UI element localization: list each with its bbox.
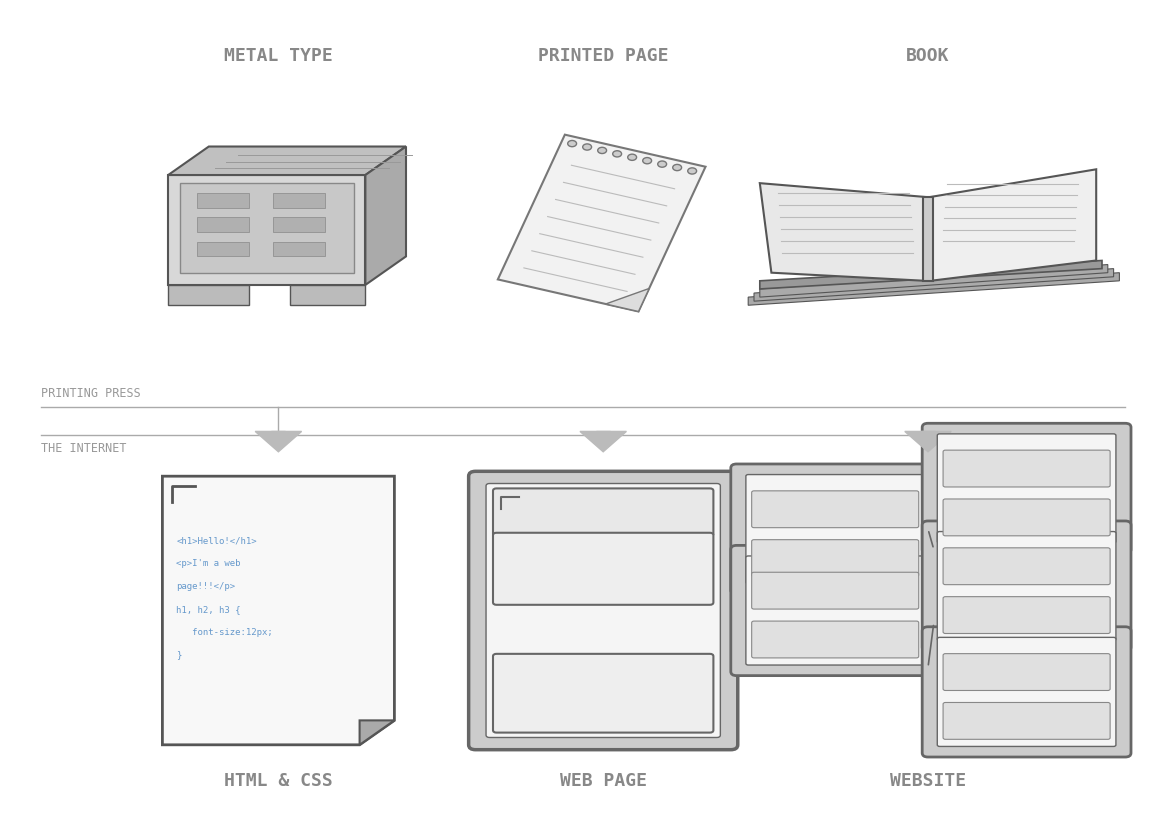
- Polygon shape: [255, 431, 302, 452]
- Polygon shape: [596, 431, 610, 440]
- Polygon shape: [197, 217, 249, 232]
- Circle shape: [567, 141, 577, 147]
- Text: HTML & CSS: HTML & CSS: [224, 772, 333, 790]
- Polygon shape: [360, 720, 394, 745]
- Polygon shape: [760, 183, 926, 281]
- FancyBboxPatch shape: [752, 491, 919, 527]
- Circle shape: [582, 144, 592, 150]
- Text: THE INTERNET: THE INTERNET: [41, 442, 126, 455]
- FancyBboxPatch shape: [493, 532, 713, 605]
- Polygon shape: [923, 197, 933, 281]
- FancyBboxPatch shape: [486, 484, 720, 737]
- Polygon shape: [754, 269, 1114, 301]
- Circle shape: [643, 158, 652, 164]
- FancyBboxPatch shape: [922, 627, 1131, 757]
- FancyBboxPatch shape: [731, 464, 940, 594]
- Text: WEB PAGE: WEB PAGE: [560, 772, 647, 790]
- FancyBboxPatch shape: [937, 532, 1116, 641]
- Polygon shape: [921, 431, 935, 440]
- Text: page!!!</p>: page!!!</p>: [176, 582, 235, 591]
- Polygon shape: [606, 288, 650, 312]
- Polygon shape: [760, 265, 1108, 297]
- FancyBboxPatch shape: [746, 556, 925, 665]
- Polygon shape: [197, 242, 249, 256]
- FancyBboxPatch shape: [922, 521, 1131, 651]
- Text: WEBSITE: WEBSITE: [890, 772, 966, 790]
- Polygon shape: [290, 285, 365, 305]
- FancyBboxPatch shape: [493, 654, 713, 733]
- Text: h1, h2, h3 {: h1, h2, h3 {: [176, 605, 241, 614]
- FancyBboxPatch shape: [469, 471, 738, 750]
- Polygon shape: [271, 431, 285, 440]
- Polygon shape: [168, 147, 406, 175]
- Polygon shape: [168, 285, 249, 305]
- FancyBboxPatch shape: [493, 488, 713, 536]
- FancyBboxPatch shape: [943, 597, 1110, 633]
- Text: <h1>Hello!</h1>: <h1>Hello!</h1>: [176, 536, 258, 545]
- Polygon shape: [197, 193, 249, 208]
- FancyBboxPatch shape: [922, 423, 1131, 554]
- Circle shape: [612, 151, 622, 157]
- Polygon shape: [748, 273, 1119, 305]
- FancyBboxPatch shape: [943, 702, 1110, 739]
- Polygon shape: [273, 193, 325, 208]
- Circle shape: [673, 164, 682, 171]
- FancyBboxPatch shape: [943, 499, 1110, 536]
- FancyBboxPatch shape: [731, 545, 940, 676]
- FancyBboxPatch shape: [746, 475, 925, 584]
- Text: METAL TYPE: METAL TYPE: [224, 47, 333, 65]
- FancyBboxPatch shape: [752, 621, 919, 658]
- Text: PRINTED PAGE: PRINTED PAGE: [538, 47, 668, 65]
- Polygon shape: [180, 183, 354, 273]
- Polygon shape: [162, 476, 394, 745]
- Circle shape: [658, 161, 667, 167]
- Text: }: }: [176, 650, 182, 659]
- Polygon shape: [273, 242, 325, 256]
- Circle shape: [597, 147, 607, 154]
- FancyBboxPatch shape: [943, 548, 1110, 584]
- FancyBboxPatch shape: [943, 654, 1110, 690]
- FancyBboxPatch shape: [752, 572, 919, 609]
- Polygon shape: [168, 175, 365, 285]
- FancyBboxPatch shape: [937, 434, 1116, 543]
- Circle shape: [628, 154, 637, 160]
- Text: PRINTING PRESS: PRINTING PRESS: [41, 387, 140, 400]
- Text: font-size:12px;: font-size:12px;: [176, 628, 273, 637]
- Text: BOOK: BOOK: [906, 47, 950, 65]
- Polygon shape: [580, 431, 626, 452]
- FancyBboxPatch shape: [752, 540, 919, 576]
- Polygon shape: [498, 134, 705, 312]
- Polygon shape: [365, 147, 406, 285]
- Text: <p>I'm a web: <p>I'm a web: [176, 559, 241, 568]
- Polygon shape: [930, 169, 1096, 281]
- FancyBboxPatch shape: [943, 450, 1110, 487]
- Polygon shape: [273, 217, 325, 232]
- FancyBboxPatch shape: [937, 637, 1116, 746]
- Circle shape: [688, 168, 697, 174]
- Polygon shape: [760, 260, 1102, 289]
- Polygon shape: [905, 431, 951, 452]
